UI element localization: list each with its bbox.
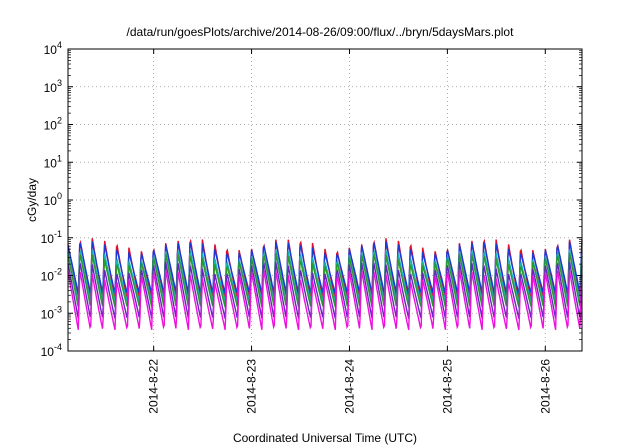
y-tick-label: 103: [44, 78, 62, 95]
y-tick-label: 101: [44, 153, 62, 170]
chart-title: /data/run/goesPlots/archive/2014-08-26/0…: [127, 25, 515, 39]
y-tick-label: 10-4: [41, 342, 62, 359]
y-tick-label: 104: [44, 40, 62, 57]
y-tick-label: 10-1: [41, 229, 62, 246]
x-tick-label: 2014-8-22: [147, 359, 161, 414]
grid: [68, 49, 582, 351]
series-group: [67, 238, 583, 331]
series-line: [67, 261, 583, 319]
x-tick-label: 2014-8-24: [342, 359, 356, 414]
series-line: [67, 253, 583, 308]
y-tick-label: 100: [44, 191, 62, 208]
series-line: [67, 269, 583, 331]
y-tick-label: 102: [44, 116, 62, 133]
y-tick-label: 10-3: [41, 304, 62, 321]
x-axis-label: Coordinated Universal Time (UTC): [233, 431, 417, 445]
x-tick-label: 2014-8-23: [245, 359, 259, 414]
x-tick-labels: 2014-8-22 2014-8-23 2014-8-24 2014-8-25 2014…: [147, 49, 552, 414]
y-axis-label: cGy/day: [25, 178, 39, 222]
x-tick-label: 2014-8-25: [440, 359, 454, 414]
series-line: [67, 249, 583, 303]
y-tick-label: 10-2: [41, 267, 62, 284]
x-tick-label: 2014-8-26: [538, 359, 552, 414]
y-tick-labels: 10-4 10-3 10-2 10-1 100 101 102 103 104: [41, 40, 582, 359]
series-line: [67, 241, 583, 294]
